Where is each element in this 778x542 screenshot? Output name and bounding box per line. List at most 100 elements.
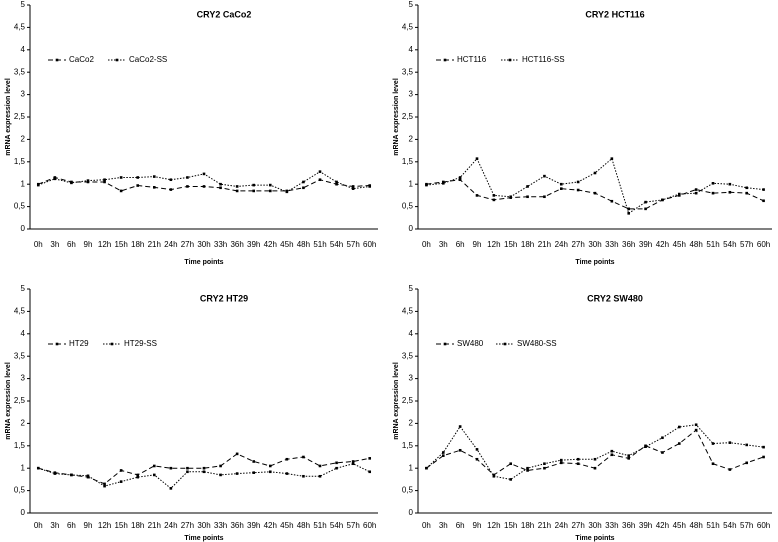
x-tick-label: 39h (639, 521, 652, 530)
point (351, 185, 355, 188)
x-tick-label: 48h (297, 240, 310, 249)
point (351, 462, 355, 466)
point (475, 157, 479, 160)
point (169, 178, 173, 182)
x-tick-label: 42h (656, 521, 669, 530)
y-tick-label: 3,5 (402, 67, 414, 76)
x-tick-label: 24h (164, 521, 177, 530)
legend-marker (508, 58, 512, 62)
point (152, 175, 156, 178)
point (694, 428, 698, 432)
x-tick-label: 3h (50, 240, 59, 249)
x-tick-label: 3h (439, 240, 448, 249)
x-tick-label: 12h (98, 240, 111, 249)
x-tick-label: 6h (67, 240, 76, 249)
point (526, 466, 529, 470)
x-tick-label: 36h (230, 521, 243, 530)
x-tick-label: 51h (313, 521, 326, 530)
point (285, 457, 289, 461)
point (661, 198, 664, 202)
point (576, 457, 580, 461)
x-tick-label: 33h (605, 240, 618, 249)
point (745, 461, 749, 465)
point (302, 474, 305, 478)
legend-marker (110, 342, 114, 346)
point (711, 462, 715, 466)
point (677, 194, 681, 197)
legend-label: HT29 (69, 339, 89, 348)
point (576, 188, 580, 192)
x-tick-label: 21h (148, 521, 161, 530)
point (285, 190, 289, 194)
y-tick-label: 5 (409, 0, 414, 9)
point (103, 180, 106, 184)
point (36, 183, 40, 187)
y-tick-label: 4 (409, 45, 414, 54)
point (368, 470, 372, 474)
x-tick-label: 54h (330, 521, 343, 530)
point (677, 442, 681, 445)
y-axis-label: mRNA expression level (5, 362, 12, 440)
point (711, 191, 715, 195)
x-tick-label: 33h (214, 521, 227, 530)
x-tick-label: 33h (605, 521, 618, 530)
point (368, 185, 372, 188)
point (576, 462, 580, 466)
legend-marker (443, 58, 447, 62)
point (509, 462, 513, 466)
point (219, 464, 222, 468)
x-tick-label: 24h (164, 240, 177, 249)
y-tick-label: 2,5 (14, 396, 26, 405)
y-tick-label: 3 (21, 90, 26, 99)
x-axis-label: Time points (575, 535, 614, 542)
point (152, 473, 156, 477)
point (70, 181, 73, 185)
point (745, 443, 749, 447)
y-tick-label: 2 (409, 135, 414, 144)
y-tick-label: 3,5 (14, 67, 26, 76)
point (458, 178, 462, 182)
point (119, 176, 123, 179)
x-tick-label: 45h (280, 521, 293, 530)
point (610, 453, 614, 457)
point (475, 194, 479, 197)
x-tick-label: 15h (504, 521, 517, 530)
y-axis-label: mRNA expression level (393, 362, 400, 440)
x-tick-label: 48h (297, 521, 310, 530)
legend-label: SW480-SS (517, 339, 557, 348)
y-tick-label: 2,5 (14, 112, 26, 121)
x-tick-label: 12h (98, 521, 111, 530)
point (53, 472, 57, 475)
x-tick-label: 3h (439, 521, 448, 530)
point (186, 176, 189, 179)
point (610, 449, 614, 453)
x-tick-label: 30h (197, 521, 210, 530)
point (644, 445, 647, 448)
point (186, 470, 189, 474)
point (762, 445, 765, 449)
point (441, 451, 445, 454)
legend-marker (55, 342, 59, 346)
x-tick-label: 60h (363, 521, 376, 530)
x-tick-label: 36h (622, 240, 635, 249)
y-tick-label: 3,5 (402, 351, 414, 360)
legend-label: HT29-SS (124, 339, 157, 348)
point (252, 189, 256, 193)
x-tick-label: 27h (571, 521, 584, 530)
point (219, 182, 222, 186)
point (728, 441, 732, 444)
point (627, 212, 631, 215)
point (152, 464, 156, 468)
series-line (38, 463, 370, 490)
x-tick-label: 0h (422, 240, 431, 249)
point (694, 191, 698, 195)
x-tick-label: 39h (247, 240, 260, 249)
x-tick-label: 48h (689, 240, 702, 249)
point (543, 174, 546, 178)
point (745, 191, 749, 195)
point (235, 452, 239, 456)
panel: CRY2 HT29 mRNA expression level Time point… (5, 284, 378, 542)
chart-title: CRY2 CaCo2 (197, 9, 252, 19)
x-tick-label: 57h (740, 240, 753, 249)
point (677, 192, 681, 196)
